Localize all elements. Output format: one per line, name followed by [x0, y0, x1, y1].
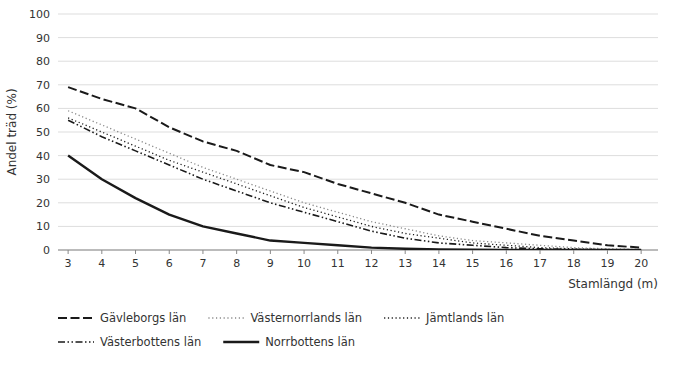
x-tick	[270, 250, 271, 254]
grid	[58, 14, 658, 250]
x-tick	[472, 250, 473, 254]
y-tick-label: 20	[36, 197, 50, 210]
grid-line	[58, 132, 658, 133]
x-tick	[540, 250, 541, 254]
grid-line	[58, 226, 658, 227]
series-line	[68, 120, 641, 250]
x-tick	[135, 250, 136, 254]
x-tick-label: 9	[267, 257, 274, 270]
x-tick	[371, 250, 372, 254]
legend-label: Gävleborgs län	[100, 311, 186, 325]
x-tick-label: 18	[567, 257, 581, 270]
y-tick-label: 10	[36, 220, 50, 233]
grid-line	[58, 37, 658, 38]
x-tick	[337, 250, 338, 254]
y-tick-label: 70	[36, 79, 50, 92]
legend-label: Norrbottens län	[265, 335, 355, 349]
grid-line	[58, 108, 658, 109]
series-line	[68, 111, 641, 250]
x-tick-label: 3	[65, 257, 72, 270]
x-tick	[169, 250, 170, 254]
series-line	[68, 118, 641, 250]
x-tick-label: 13	[398, 257, 412, 270]
legend-swatch	[58, 341, 94, 343]
chart: 0 10 20 30 40 50 60 70 80 90 100 3 4 5 6 7 8 9 10 11 12 13 14 1…	[0, 0, 676, 390]
x-tick	[236, 250, 237, 254]
x-tick-label: 20	[634, 257, 648, 270]
y-tick-label: 80	[36, 55, 50, 68]
x-tick	[506, 250, 507, 254]
x-tick-label: 14	[432, 257, 446, 270]
x-tick-label: 5	[132, 257, 139, 270]
x-axis-label: Stamlängd (m)	[568, 277, 658, 291]
legend-swatch	[58, 317, 94, 319]
x-tick-label: 11	[331, 257, 345, 270]
y-tick-label: 50	[36, 126, 50, 139]
x-tick-label: 12	[364, 257, 378, 270]
x-tick-label: 7	[199, 257, 206, 270]
legend-label: Västerbottens län	[100, 335, 201, 349]
x-tick	[68, 250, 69, 254]
grid-line	[58, 14, 658, 15]
legend-swatch	[223, 341, 259, 343]
x-tick	[304, 250, 305, 254]
legend-swatch	[384, 317, 420, 318]
grid-line	[58, 61, 658, 62]
y-tick-label: 0	[43, 244, 50, 257]
legend-label: Västernorrlands län	[250, 311, 362, 325]
x-tick	[641, 250, 642, 254]
legend-label: Jämtlands län	[425, 311, 504, 325]
x-tick	[405, 250, 406, 254]
grid-line	[58, 179, 658, 180]
series-line	[68, 87, 641, 247]
y-tick-label: 90	[36, 32, 50, 45]
x-tick-label: 17	[533, 257, 547, 270]
x-tick-label: 6	[166, 257, 173, 270]
x-tick-label: 10	[297, 257, 311, 270]
x-tick-label: 8	[233, 257, 240, 270]
x-tick	[438, 250, 439, 254]
y-tick-label: 60	[36, 102, 50, 115]
x-tick	[607, 250, 608, 254]
x-tick	[101, 250, 102, 254]
y-tick-label: 30	[36, 173, 50, 186]
x-tick-label: 16	[499, 257, 513, 270]
grid-line	[58, 84, 658, 85]
x-tick-label: 15	[466, 257, 480, 270]
legend-swatch	[208, 317, 244, 318]
legend: Gävleborgs län Västernorrlands län Jämtlan…	[58, 311, 504, 349]
y-tick-label: 100	[29, 8, 50, 21]
series-line	[68, 156, 641, 250]
y-axis-label: Andel träd (%)	[5, 88, 19, 175]
x-tick	[573, 250, 574, 254]
y-tick-label: 40	[36, 150, 50, 163]
x-tick-label: 4	[98, 257, 105, 270]
x-tick	[202, 250, 203, 254]
x-tick-label: 19	[600, 257, 614, 270]
series-lines	[68, 87, 641, 250]
